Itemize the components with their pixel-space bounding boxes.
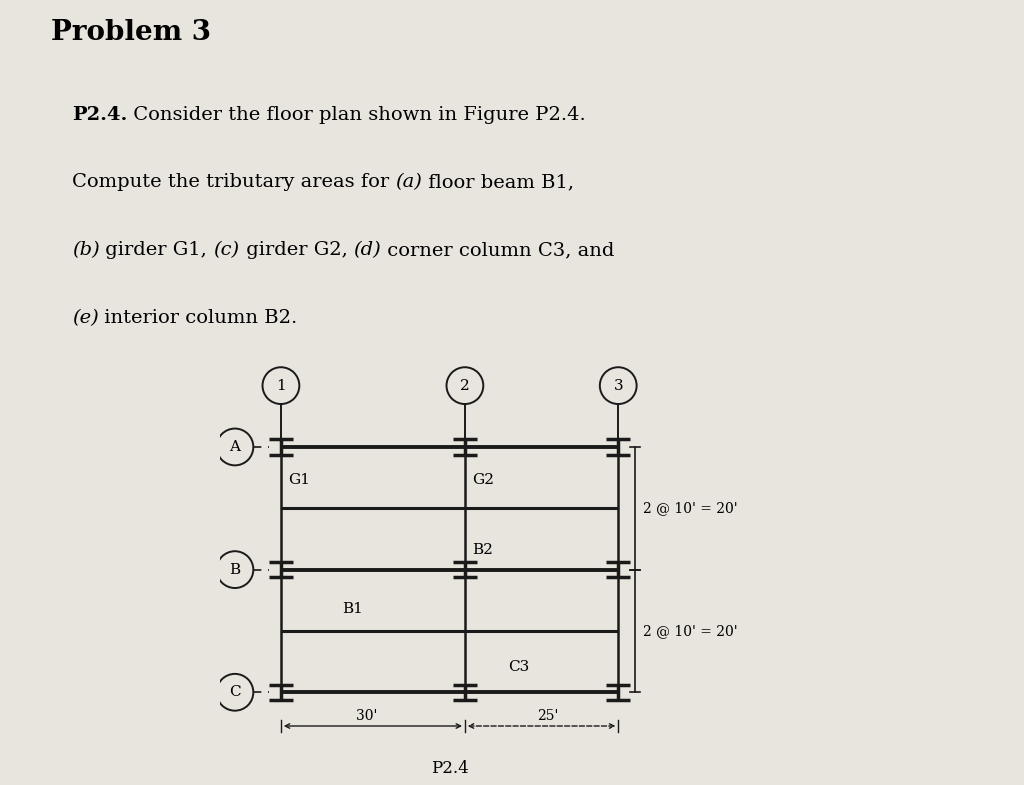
Text: (a): (a) — [395, 173, 422, 192]
Text: (d): (d) — [353, 241, 381, 259]
Text: C3: C3 — [508, 660, 529, 674]
Text: 30': 30' — [356, 709, 378, 723]
Text: (e): (e) — [72, 309, 98, 327]
Text: (c): (c) — [213, 241, 240, 259]
Text: (b): (b) — [72, 241, 99, 259]
Text: C: C — [229, 685, 241, 699]
Text: girder G1,: girder G1, — [99, 241, 213, 259]
Text: P2.4.: P2.4. — [72, 105, 127, 123]
Text: B2: B2 — [472, 543, 494, 557]
Text: P2.4: P2.4 — [431, 760, 468, 776]
Text: interior column B2.: interior column B2. — [98, 309, 298, 327]
Text: Consider the floor plan shown in Figure P2.4.: Consider the floor plan shown in Figure … — [127, 105, 586, 123]
Text: corner column C3, and: corner column C3, and — [381, 241, 614, 259]
Text: 1: 1 — [276, 378, 286, 392]
Text: G1: G1 — [289, 473, 310, 487]
Text: floor beam B1,: floor beam B1, — [422, 173, 573, 192]
Text: 2 @ 10' = 20': 2 @ 10' = 20' — [643, 624, 737, 638]
Text: A: A — [229, 440, 241, 454]
Text: B1: B1 — [342, 601, 364, 615]
Text: 2: 2 — [460, 378, 470, 392]
Text: Problem 3: Problem 3 — [51, 19, 211, 46]
Text: 3: 3 — [613, 378, 623, 392]
Text: 2 @ 10' = 20': 2 @ 10' = 20' — [643, 502, 737, 515]
Text: B: B — [229, 563, 241, 577]
Text: girder G2,: girder G2, — [240, 241, 353, 259]
Text: 25': 25' — [537, 709, 558, 723]
Text: Compute the tributary areas for: Compute the tributary areas for — [72, 173, 395, 192]
Text: G2: G2 — [472, 473, 495, 487]
